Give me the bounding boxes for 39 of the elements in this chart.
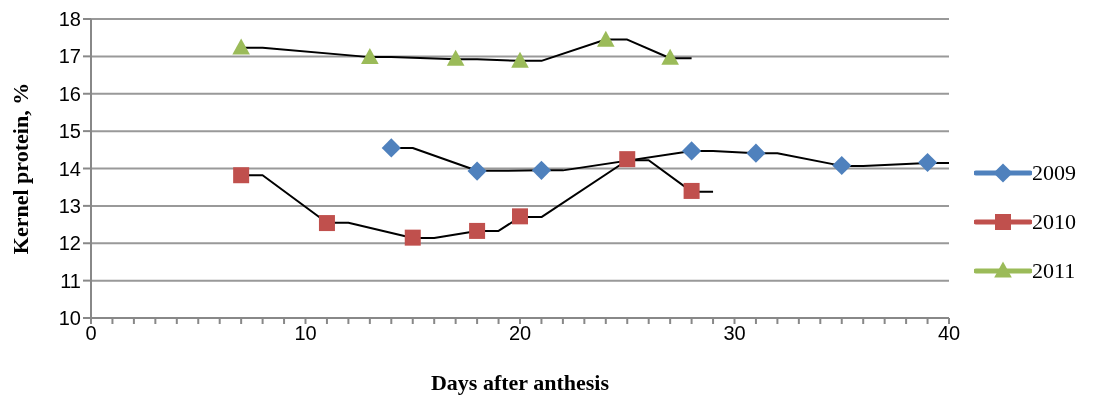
x-axis-title: Days after anthesis [430, 370, 610, 395]
point [682, 141, 702, 161]
point [467, 161, 487, 181]
y-axis-title: Kernel protein, % [7, 82, 33, 255]
y-tick-label: 17 [58, 45, 81, 68]
y-tick-label: 16 [58, 82, 81, 105]
point [381, 138, 401, 158]
point [683, 182, 700, 199]
legend-label: 2010 [1032, 208, 1076, 235]
point [597, 30, 615, 47]
legend-label: 2009 [1032, 159, 1076, 186]
y-tick-label: 14 [58, 157, 81, 180]
point [446, 49, 465, 66]
point [469, 222, 486, 239]
y-tick-label: 11 [60, 269, 81, 292]
x-tick-label: 0 [85, 322, 97, 345]
point [661, 48, 679, 65]
x-tick-label: 20 [508, 322, 532, 345]
point [361, 47, 379, 64]
y-tick-label: 18 [58, 8, 81, 31]
legend-label: 2011 [1032, 257, 1076, 284]
point [232, 38, 250, 55]
point [619, 151, 636, 168]
point [404, 229, 421, 246]
point [746, 143, 766, 163]
point [511, 51, 529, 68]
point [318, 215, 335, 232]
x-tick-label: 10 [294, 322, 317, 345]
y-tick-label: 10 [58, 307, 81, 330]
point [832, 155, 852, 176]
x-tick-label: 30 [723, 322, 746, 345]
point [917, 152, 938, 173]
y-tick-label: 15 [58, 120, 81, 143]
point [233, 167, 250, 184]
point [512, 208, 528, 225]
y-tick-label: 13 [58, 194, 81, 217]
y-tick-label: 12 [58, 232, 81, 255]
point [531, 160, 552, 180]
x-tick-label: 40 [937, 322, 961, 345]
